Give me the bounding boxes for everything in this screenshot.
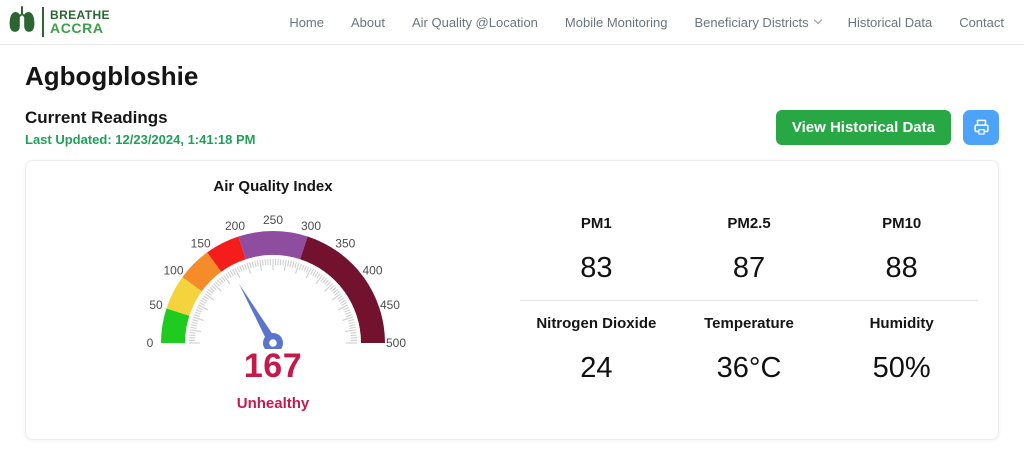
svg-text:300: 300 bbox=[301, 219, 321, 233]
nav-item-historical-data[interactable]: Historical Data bbox=[847, 14, 933, 30]
reading-value: 24 bbox=[580, 352, 613, 384]
svg-text:150: 150 bbox=[191, 236, 211, 250]
chevron-down-icon bbox=[813, 15, 822, 25]
main-content: Agbogbloshie Current Readings Last Updat… bbox=[0, 61, 1024, 440]
main-nav: Home About Air Quality @Location Mobile … bbox=[289, 15, 1004, 30]
reading-label: PM10 bbox=[882, 215, 922, 232]
gauge-segment bbox=[182, 252, 222, 292]
nav-item-mobile-monitoring[interactable]: Mobile Monitoring bbox=[564, 14, 668, 30]
reading-pm25: PM2.5 87 bbox=[673, 215, 826, 285]
gauge-needle bbox=[239, 284, 277, 346]
reading-label: PM2.5 bbox=[727, 215, 771, 232]
readings-divider bbox=[520, 300, 978, 301]
reading-value: 87 bbox=[732, 252, 766, 284]
reading-label: Temperature bbox=[704, 315, 794, 332]
reading-pm10: PM10 88 bbox=[825, 215, 978, 285]
print-button[interactable] bbox=[963, 110, 999, 145]
brand-name-line2: ACCRA bbox=[50, 19, 104, 36]
gauge-segment bbox=[207, 236, 246, 272]
svg-text:450: 450 bbox=[380, 298, 400, 312]
aqi-value: 167 bbox=[243, 347, 303, 385]
svg-text:0: 0 bbox=[147, 336, 154, 349]
gauge-segment bbox=[300, 236, 385, 343]
brand-logo[interactable]: BREATHE ACCRA bbox=[8, 5, 110, 40]
current-readings-card: Air Quality Index 0 50 100 150 200 250 300 350 4… bbox=[25, 160, 999, 440]
printer-icon bbox=[972, 118, 991, 137]
aqi-gauge-panel: Air Quality Index 0 50 100 150 200 250 300 350 4… bbox=[26, 161, 520, 439]
reading-temperature: Temperature 36°C bbox=[673, 315, 826, 385]
svg-text:250: 250 bbox=[263, 213, 283, 227]
aqi-status-label: Unhealthy bbox=[236, 395, 310, 412]
readings-panel: PM1 83 PM2.5 87 PM10 88 Nitrogen Dioxide… bbox=[520, 161, 998, 439]
svg-text:350: 350 bbox=[335, 236, 355, 250]
reading-humidity: Humidity 50% bbox=[825, 315, 978, 385]
reading-label: PM1 bbox=[580, 215, 612, 232]
reading-value: 83 bbox=[580, 252, 613, 284]
view-historical-data-button[interactable]: View Historical Data bbox=[775, 110, 951, 145]
header: BREATHE ACCRA Home About Air Quality @Lo… bbox=[0, 0, 1024, 45]
reading-pm1: PM1 83 bbox=[520, 215, 673, 285]
svg-text:50: 50 bbox=[149, 298, 163, 312]
gauge-segment bbox=[238, 231, 308, 260]
svg-text:100: 100 bbox=[163, 264, 183, 278]
gauge-segment bbox=[166, 277, 202, 316]
gauge-title: Air Quality Index bbox=[213, 178, 333, 195]
nav-item-contact[interactable]: Contact bbox=[959, 14, 1004, 30]
reading-value: 50% bbox=[872, 352, 931, 384]
current-readings-heading: Current Readings bbox=[25, 108, 168, 127]
nav-item-about[interactable]: About bbox=[351, 14, 385, 30]
nav-item-beneficiary-districts[interactable]: Beneficiary Districts bbox=[695, 15, 822, 30]
reading-value: 36°C bbox=[716, 352, 782, 384]
reading-label: Nitrogen Dioxide bbox=[536, 315, 657, 332]
svg-text:500: 500 bbox=[386, 336, 406, 349]
brand-divider bbox=[42, 7, 44, 37]
page-title: Agbogbloshie bbox=[25, 61, 199, 91]
lungs-icon bbox=[8, 5, 36, 40]
reading-value: 88 bbox=[885, 252, 918, 284]
nav-item-air-quality-location[interactable]: Air Quality @Location bbox=[411, 14, 538, 30]
reading-label: Humidity bbox=[869, 315, 934, 332]
last-updated-text: Last Updated: 12/23/2024, 1:41:18 PM bbox=[25, 132, 256, 147]
aqi-gauge-chart: 0 50 100 150 200 250 300 350 400 450 500 bbox=[147, 213, 406, 349]
reading-nitrogen-dioxide: Nitrogen Dioxide 24 bbox=[520, 315, 673, 385]
svg-text:200: 200 bbox=[225, 219, 245, 233]
brand-name-line1: BREATHE bbox=[50, 7, 110, 22]
gauge-segment bbox=[161, 308, 190, 343]
nav-item-home[interactable]: Home bbox=[289, 14, 324, 30]
svg-text:400: 400 bbox=[362, 264, 382, 278]
